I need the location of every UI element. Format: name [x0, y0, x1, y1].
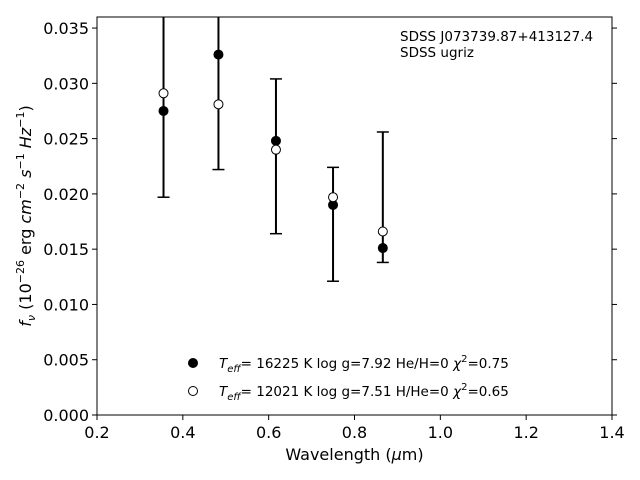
filled-point-0: [158, 105, 169, 116]
open-point-3: [328, 192, 339, 203]
legend-chi-sup-1: 2: [461, 354, 467, 365]
y-tick-label-3: 0.015: [43, 240, 89, 259]
x-tick-label-0: 0.2: [84, 423, 109, 442]
x-axis-ticks: 0.2 0.4 0.6 0.8 1.0 1.2 1.4: [84, 415, 625, 442]
filled-point-1: [213, 49, 224, 60]
legend-chi-value-1: =0.75: [467, 356, 508, 372]
legend-marker-open: [188, 386, 198, 396]
y-tick-label-4: 0.020: [43, 185, 89, 204]
legend-marker-filled: [188, 358, 198, 368]
y-tick-label-2: 0.010: [43, 295, 89, 314]
legend-entry-1: Teff= 16225 K log g=7.92 He/H=0 χ2=0.75: [219, 354, 509, 375]
open-point-1: [213, 99, 224, 110]
y-tick-label-6: 0.030: [43, 74, 89, 93]
open-point-2: [270, 144, 281, 155]
legend-chi-symbol-1: χ: [452, 356, 462, 372]
legend-entry-1-text: = 16225 K log g=7.92 He/H=0: [241, 356, 453, 372]
y-tick-label-0: 0.000: [43, 406, 89, 425]
x-tick-label-2: 0.6: [256, 423, 281, 442]
open-point-4: [377, 226, 388, 237]
y-axis-ticks: 0.000 0.005 0.010 0.015 0.020 0.025 0.030 0.035: [43, 19, 617, 425]
y-axis-label: fν (10−26 erg cm−2 s−1 Hz−1): [14, 105, 38, 326]
legend-chi-sup-2: 2: [461, 382, 467, 393]
y-tick-label-5: 0.025: [43, 130, 89, 149]
legend: Teff= 16225 K log g=7.92 He/H=0 χ2=0.75 …: [188, 354, 509, 403]
data-points: [158, 49, 388, 254]
plot-background: [97, 17, 612, 415]
error-bar-1: [212, 17, 225, 171]
error-bar-3: [327, 166, 340, 282]
annotation-filter-set: SDSS ugriz: [400, 45, 474, 61]
legend-teff-sub-1: eff: [227, 364, 242, 375]
legend-teff-symbol-1: T: [219, 356, 229, 372]
legend-chi-value-2: =0.65: [467, 384, 508, 400]
legend-teff-symbol-2: T: [219, 384, 229, 400]
filled-point-2: [270, 135, 281, 146]
y-tick-label-1: 0.005: [43, 351, 89, 370]
legend-entry-2: Teff= 12021 K log g=7.51 H/He=0 χ2=0.65: [219, 382, 509, 403]
error-bar-2: [269, 78, 282, 235]
y-tick-label-7: 0.035: [43, 19, 89, 38]
open-point-0: [158, 88, 169, 99]
x-tick-label-3: 0.8: [342, 423, 367, 442]
legend-chi-symbol-2: χ: [452, 384, 462, 400]
x-axis-label: Wavelength (μm): [285, 445, 423, 464]
annotation-object-name: SDSS J073739.87+413127.4: [400, 29, 593, 45]
x-tick-label-6: 1.4: [599, 423, 624, 442]
x-tick-label-4: 1.0: [428, 423, 453, 442]
legend-teff-sub-2: eff: [227, 392, 242, 403]
plot-frame: [96, 16, 613, 416]
x-tick-label-5: 1.2: [513, 423, 538, 442]
error-bar-4: [376, 131, 389, 264]
x-tick-label-1: 0.4: [170, 423, 195, 442]
legend-entry-2-text: = 12021 K log g=7.51 H/He=0: [241, 384, 453, 400]
filled-point-4: [377, 243, 388, 254]
